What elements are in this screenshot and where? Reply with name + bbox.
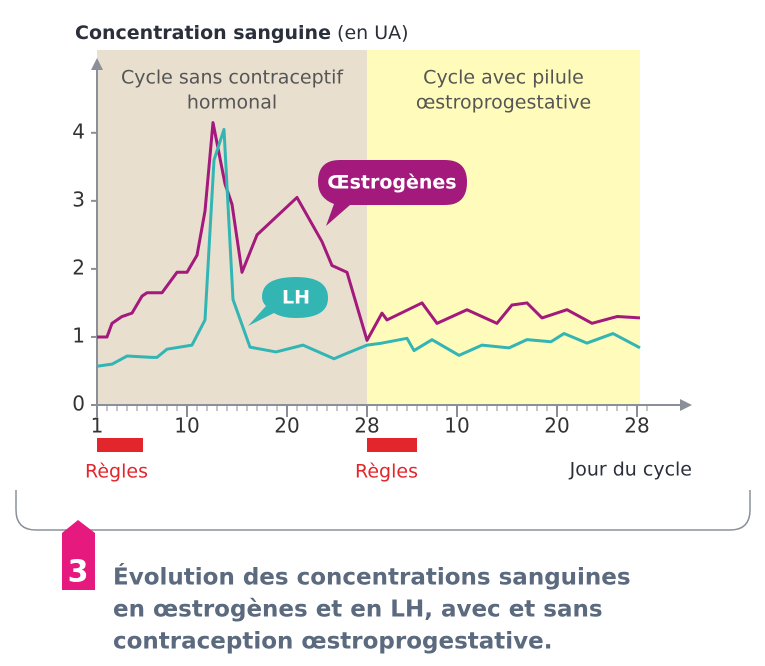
y-arrow [91, 58, 103, 70]
x-tick-label: 20 [544, 414, 569, 438]
region-label: Cycle avec pilule [423, 67, 584, 89]
y-tick-label: 0 [72, 392, 85, 416]
line [97, 121, 641, 342]
figure-badge [62, 520, 95, 590]
caption: Évolution des concentrations sanguines e… [113, 563, 631, 655]
x-tick-label: 10 [444, 414, 469, 438]
x-tick-label: 10 [174, 414, 199, 438]
bracket [15, 490, 751, 531]
line [96, 127, 641, 368]
period-bar [97, 438, 143, 452]
y-axis-label: Concentration sanguine (en UA) [75, 22, 409, 44]
y-tick-label: 1 [72, 323, 85, 347]
period-label: Règles [355, 461, 418, 483]
callout-label: Œstrogènes [327, 172, 456, 194]
y-label-unit: (en UA) [337, 22, 409, 44]
region-label: hormonal [187, 92, 277, 114]
period-bar [367, 438, 417, 452]
x-tick-label: 1 [91, 414, 104, 438]
x-tick-label: 20 [274, 414, 299, 438]
callout-label: LH [282, 287, 310, 309]
region [97, 50, 367, 405]
x-axis-label: Jour du cycle [569, 459, 692, 481]
y-tick-label: 2 [72, 255, 85, 279]
y-label-main: Concentration sanguine [75, 22, 331, 44]
x-arrow [680, 399, 692, 411]
y-tick-label: 3 [72, 187, 85, 211]
callout-bubble [248, 277, 328, 326]
x-tick-label: 28 [354, 414, 379, 438]
region-label: œstroprogestative [416, 92, 591, 114]
region-label: Cycle sans contraceptif [121, 67, 344, 89]
figure-number: 3 [68, 555, 89, 590]
caption-line: contraception œstroprogestative. [113, 629, 553, 655]
caption-line: Évolution des concentrations sanguines [113, 563, 631, 591]
x-tick-label: 28 [624, 414, 649, 438]
period-label: Règles [85, 461, 148, 483]
regions [97, 50, 640, 405]
callout-bubble [318, 160, 467, 226]
caption-line: en œstrogènes et en LH, avec et sans [113, 597, 603, 623]
y-tick-label: 4 [72, 119, 85, 143]
